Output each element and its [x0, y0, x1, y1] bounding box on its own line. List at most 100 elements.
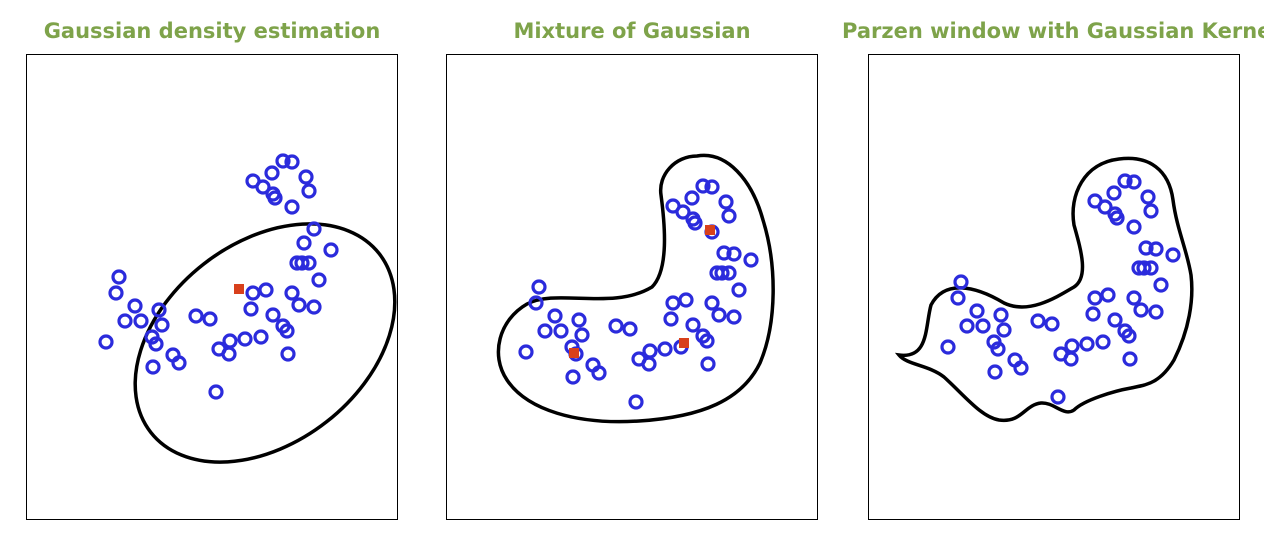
sample-point — [145, 359, 161, 375]
sample-points — [98, 153, 339, 400]
sample-point — [1136, 260, 1152, 276]
sample-point — [151, 302, 167, 318]
sample-point — [721, 265, 737, 281]
sample-point — [940, 339, 956, 355]
component-center-left — [569, 348, 579, 358]
sample-point — [148, 336, 164, 352]
sample-point — [959, 318, 975, 334]
sample-points — [518, 178, 759, 410]
sample-point — [1044, 316, 1060, 332]
sample-point — [687, 215, 703, 231]
parzen-window-plot — [894, 156, 1194, 422]
sample-point — [953, 274, 969, 290]
sample-point — [245, 285, 261, 301]
sample-point — [301, 255, 317, 271]
sample-point — [1109, 210, 1125, 226]
gaussian-density-plot — [98, 153, 397, 464]
sample-points — [940, 173, 1181, 405]
sample-point — [1117, 173, 1133, 189]
sample-point — [188, 308, 204, 324]
sample-point — [298, 169, 314, 185]
sample-point — [284, 154, 300, 170]
sample-point — [1106, 185, 1122, 201]
sample-point — [284, 285, 300, 301]
sample-point — [279, 323, 295, 339]
sample-point — [641, 356, 657, 372]
sample-point — [255, 179, 271, 195]
sample-point — [1030, 313, 1046, 329]
sample-point — [565, 369, 581, 385]
sample-point — [253, 329, 269, 345]
sample-point — [704, 179, 720, 195]
sample-point — [154, 317, 170, 333]
sample-point — [275, 153, 291, 169]
sample-point — [518, 344, 534, 360]
sample-point — [1097, 199, 1113, 215]
mixture-contour — [496, 153, 775, 424]
sample-point — [108, 285, 124, 301]
sample-point — [1064, 338, 1080, 354]
sample-point — [1126, 290, 1142, 306]
sample-point — [711, 307, 727, 323]
mixture-of-gaussian-plot — [496, 153, 775, 424]
title-parzen-window: Parzen window with Gaussian Kernel — [842, 19, 1264, 43]
sample-point — [714, 265, 730, 281]
sample-point — [221, 346, 237, 362]
panel-parzen-window — [868, 54, 1240, 520]
sample-point — [553, 323, 569, 339]
sample-point — [574, 327, 590, 343]
sample-point — [990, 341, 1006, 357]
sample-point — [294, 255, 310, 271]
sample-point — [665, 295, 681, 311]
sample-point — [571, 312, 587, 328]
sample-point — [306, 299, 322, 315]
sample-point — [1079, 336, 1095, 352]
sample-point — [657, 341, 673, 357]
sample-point — [987, 364, 1003, 380]
panel-gaussian-density — [26, 54, 398, 520]
sample-point — [258, 282, 274, 298]
mean-marker — [234, 284, 244, 294]
component-center-middle — [679, 338, 689, 348]
sample-point — [642, 343, 658, 359]
sample-point — [726, 246, 742, 262]
sample-point — [721, 208, 737, 224]
sample-point — [685, 317, 701, 333]
sample-point — [743, 252, 759, 268]
sample-point — [675, 204, 691, 220]
sample-point — [950, 290, 966, 306]
sample-point — [528, 295, 544, 311]
sample-point — [678, 292, 694, 308]
sample-point — [1087, 290, 1103, 306]
title-gaussian-density-estimation: Gaussian density estimation — [43, 19, 381, 43]
sample-point — [1153, 277, 1169, 293]
sample-point — [622, 321, 638, 337]
sample-point — [699, 333, 715, 349]
sample-point — [1133, 302, 1149, 318]
sample-point — [291, 297, 307, 313]
sample-point — [537, 323, 553, 339]
sample-point — [684, 190, 700, 206]
sample-point — [98, 334, 114, 350]
sample-point — [1138, 240, 1154, 256]
sample-point — [718, 194, 734, 210]
ellipse-contour — [133, 222, 397, 464]
parzen-contour — [894, 156, 1194, 422]
sample-point — [591, 365, 607, 381]
sample-point — [1148, 304, 1164, 320]
sample-point — [531, 279, 547, 295]
sample-point — [1013, 360, 1029, 376]
sample-point — [1095, 334, 1111, 350]
sample-point — [1143, 260, 1159, 276]
sample-point — [628, 394, 644, 410]
sample-point — [996, 322, 1012, 338]
panel-mixture-of-gaussian — [446, 54, 818, 520]
sample-point — [202, 311, 218, 327]
title-mixture-of-gaussian: Mixture of Gaussian — [513, 19, 751, 43]
sample-point — [264, 165, 280, 181]
sample-point — [1063, 351, 1079, 367]
sample-point — [1126, 174, 1142, 190]
sample-point — [133, 313, 149, 329]
sample-point — [1126, 219, 1142, 235]
sample-point — [296, 235, 312, 251]
